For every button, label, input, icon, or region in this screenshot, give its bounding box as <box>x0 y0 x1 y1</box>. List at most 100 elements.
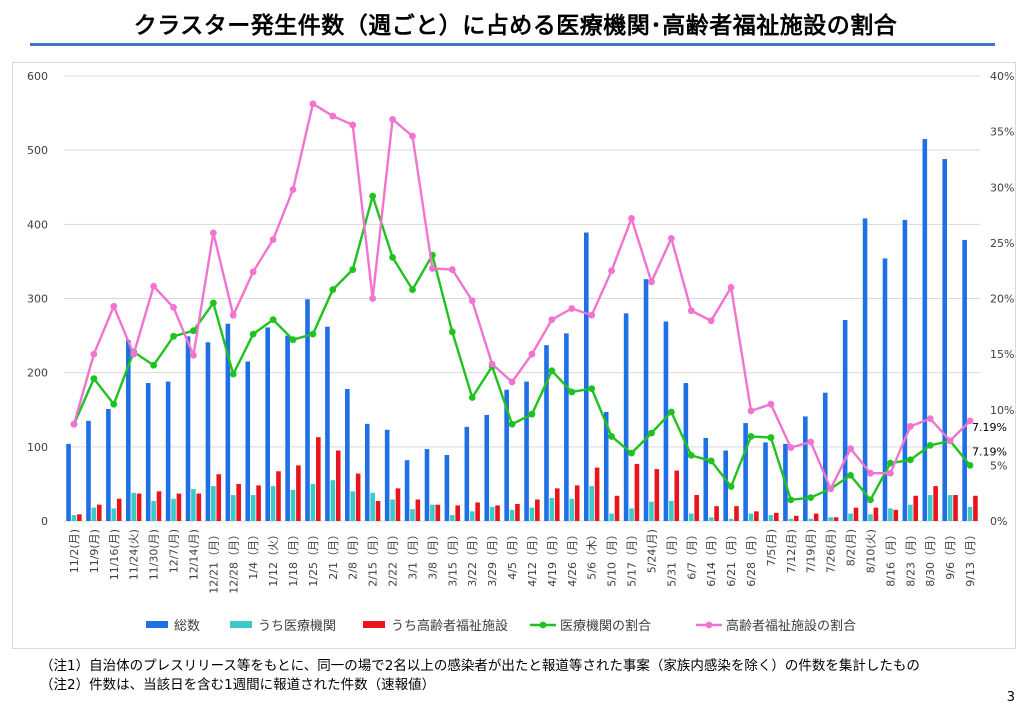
bar-total <box>703 437 709 521</box>
y-left-tick-label: 500 <box>27 144 48 157</box>
bar-total <box>504 389 509 521</box>
point-elderly-ratio <box>966 417 974 425</box>
point-medical-ratio <box>349 266 357 273</box>
legend-label: 総数 <box>174 619 200 634</box>
point-elderly-ratio <box>707 317 715 325</box>
point-medical-ratio <box>468 394 476 401</box>
point-elderly-ratio <box>588 311 596 319</box>
point-elderly-ratio <box>926 415 934 423</box>
point-medical-ratio <box>687 451 695 459</box>
point-elderly-ratio <box>150 282 158 290</box>
point-medical-ratio <box>608 433 616 440</box>
bar-elderly <box>734 506 739 521</box>
point-elderly-ratio <box>767 400 775 408</box>
x-tick-label: 7/12(月) <box>785 529 798 573</box>
page-title: クラスター発生件数（週ごと）に占める医療機関･高齢者福祉施設の割合 <box>133 13 898 39</box>
bar-medical <box>927 495 933 521</box>
bar-total <box>922 139 928 521</box>
bar-total <box>225 323 231 521</box>
x-tick-label: 6/14（月） <box>705 529 718 587</box>
legend-marker <box>539 621 547 629</box>
point-medical-ratio <box>628 449 635 457</box>
point-elderly-ratio <box>628 215 635 222</box>
point-medical-ratio <box>707 457 715 465</box>
point-medical-ratio <box>906 456 914 464</box>
point-medical-ratio <box>568 388 576 396</box>
point-medical-ratio <box>508 420 516 428</box>
chart-frame <box>12 62 1016 649</box>
point-medical-ratio <box>588 385 596 393</box>
bar-medical <box>848 513 853 521</box>
bar-medical <box>230 495 236 521</box>
bar-elderly <box>933 486 938 521</box>
x-tick-label: 11/30(月) <box>148 529 161 580</box>
point-elderly-ratio <box>309 100 317 108</box>
point-elderly-ratio <box>568 305 576 312</box>
x-tick-label: 1/18（月） <box>287 529 300 587</box>
bar-elderly <box>674 470 680 521</box>
point-elderly-ratio <box>289 186 297 193</box>
point-medical-ratio <box>727 483 735 490</box>
x-tick-label: 3/15（月） <box>446 529 459 587</box>
cluster-chart: 0 100 200 300 400 500 600 0% 5% 10% 15% 20% 25% 30% 35… <box>27 70 1014 634</box>
bar-elderly <box>395 488 401 521</box>
bar-total <box>265 327 270 521</box>
y-left-tick-label: 600 <box>27 70 48 83</box>
bar-medical <box>629 508 634 521</box>
bar-medical <box>410 509 415 521</box>
bar-total <box>305 299 310 521</box>
point-elderly-ratio <box>807 438 815 446</box>
bar-medical <box>609 513 614 521</box>
x-tick-label: 2/22（月） <box>387 529 400 587</box>
x-tick-label: 11/2(月) <box>68 529 81 573</box>
bar-total <box>145 383 151 521</box>
bar-elderly <box>256 485 261 521</box>
bar-total <box>882 258 888 521</box>
bar-total <box>643 279 649 521</box>
bar-total <box>683 383 689 521</box>
bar-total <box>404 460 410 521</box>
legend-label: うち医療機関 <box>258 619 336 634</box>
x-tick-label: 12/14(月) <box>187 529 200 580</box>
point-elderly-ratio <box>488 360 496 368</box>
bar-total <box>185 336 191 521</box>
bar-elderly <box>774 512 779 521</box>
y-right-tick-label: 5% <box>990 459 1007 472</box>
bar-total <box>165 381 171 521</box>
bar-elderly <box>853 507 859 521</box>
point-medical-ratio <box>369 192 377 200</box>
bar-total <box>205 342 211 521</box>
bar-medical <box>469 511 475 521</box>
bar-elderly <box>714 506 719 521</box>
bar-total <box>842 320 848 521</box>
x-tick-label: 3/8（月） <box>426 529 439 580</box>
bar-total <box>106 409 111 521</box>
bar-elderly <box>77 514 82 521</box>
y-right-tick-label: 10% <box>990 404 1014 417</box>
bar-total <box>444 454 450 521</box>
point-elderly-ratio <box>409 132 416 140</box>
bar-elderly <box>813 513 819 521</box>
bar-elderly <box>335 450 341 521</box>
point-medical-ratio <box>747 433 755 440</box>
y-right-tick-label: 30% <box>990 181 1014 194</box>
x-tick-label: 9/6（月） <box>944 529 957 580</box>
x-tick-label: 3/1（月） <box>406 529 419 580</box>
point-medical-ratio <box>409 286 416 293</box>
x-tick-label: 4/5（月） <box>506 529 519 580</box>
bar-medical <box>788 518 794 521</box>
bar-total <box>623 313 629 521</box>
bar-total <box>345 388 350 521</box>
point-elderly-ratio <box>906 423 914 430</box>
bar-medical <box>589 486 594 521</box>
bar-medical <box>569 498 575 521</box>
bar-medical <box>888 508 893 521</box>
bar-elderly <box>475 502 480 521</box>
x-tick-label: 7/5(月) <box>765 529 778 566</box>
bar-elderly <box>415 499 421 521</box>
bar-total <box>663 321 669 521</box>
point-medical-ratio <box>309 330 317 338</box>
note-2: （注2）件数は、当該日を含む1週間に報道された件数（速報値） <box>40 677 436 693</box>
point-elderly-ratio <box>209 229 217 237</box>
bar-medical <box>768 515 774 521</box>
